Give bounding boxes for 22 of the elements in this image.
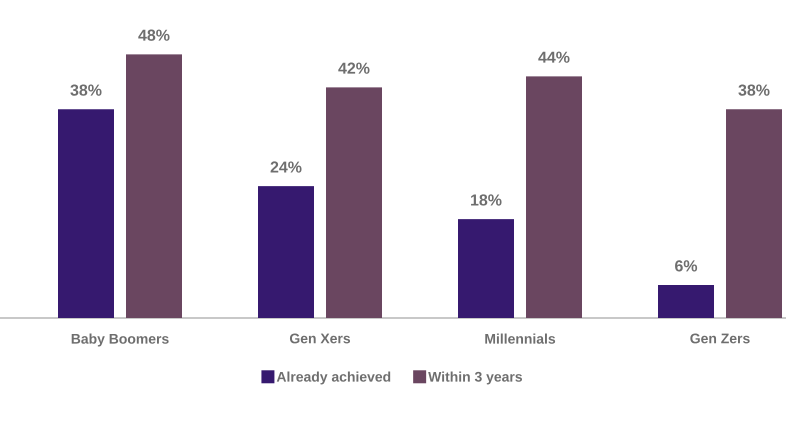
bar (58, 109, 114, 318)
data-label: 18% (471, 194, 502, 206)
legend-label: Already achieved (276, 371, 390, 384)
data-label: 6% (675, 260, 698, 272)
x-tick-label: Gen Zers (690, 334, 750, 344)
bar (658, 285, 714, 318)
legend-label: Within 3 years (428, 371, 522, 384)
bar (458, 219, 514, 318)
bar (126, 54, 182, 318)
data-label: 38% (70, 84, 102, 96)
bar (726, 109, 782, 318)
bar (326, 87, 382, 318)
data-label: 48% (138, 30, 170, 41)
data-label: 24% (270, 161, 302, 173)
x-tick-label: Millennials (485, 334, 556, 344)
x-tick-label: Baby Boomers (72, 334, 169, 347)
data-label: 44% (538, 52, 570, 63)
bar (258, 186, 314, 318)
data-label: 42% (338, 62, 370, 74)
x-tick-label: Gen Xers (290, 334, 350, 344)
data-label: 38% (738, 84, 770, 96)
bar (526, 76, 582, 318)
